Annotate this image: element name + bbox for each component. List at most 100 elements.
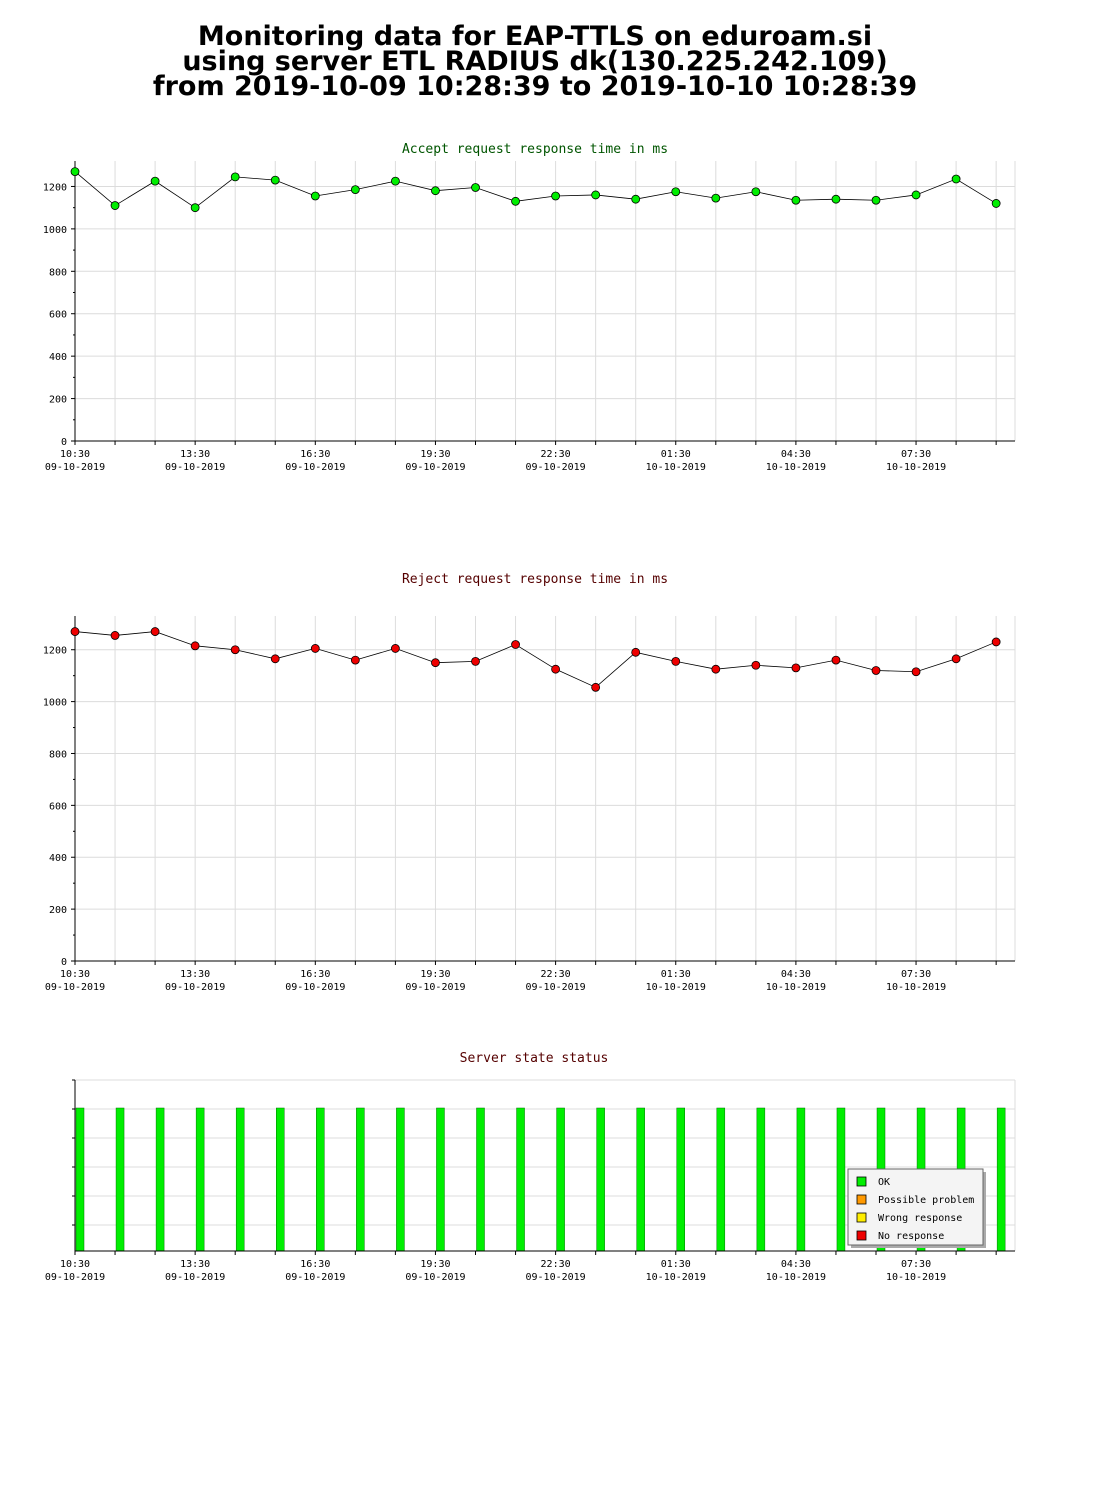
accept-data-point <box>310 191 320 201</box>
accept-x-tick-date: 09-10-2019 <box>405 462 465 473</box>
accept-data-point <box>631 194 641 204</box>
reject-data-point <box>831 655 841 665</box>
reject-x-tick-date: 09-10-2019 <box>165 982 225 993</box>
status-bar <box>716 1107 726 1252</box>
reject-chart-title: Reject request response time in ms <box>402 572 668 587</box>
accept-data-point <box>871 195 881 205</box>
reject-y-tick-label: 1000 <box>43 698 67 709</box>
reject-x-tick-label: 19:30 <box>420 969 450 980</box>
status-bar <box>396 1107 405 1252</box>
accept-y-tick-label: 200 <box>49 395 67 406</box>
title-line-1: Monitoring data for EAP-TTLS on eduroam.… <box>197 21 873 52</box>
reject-data-point <box>991 637 1001 647</box>
accept-data-point <box>190 203 200 213</box>
reject-data-point <box>551 664 560 674</box>
reject-x-tick-date: 10-10-2019 <box>766 982 826 993</box>
reject-data-point <box>431 658 440 668</box>
status-bar <box>235 1107 245 1252</box>
status-bar <box>476 1107 485 1252</box>
reject-data-point <box>791 663 801 673</box>
accept-data-point <box>951 174 961 184</box>
accept-data-point <box>671 187 681 197</box>
reject-data-point <box>230 645 240 655</box>
status-x-tick-date: 09-10-2019 <box>405 1272 465 1283</box>
status-x-tick-label: 10:30 <box>60 1259 90 1270</box>
reject-data-point <box>190 641 200 651</box>
title-line-3: from 2019-10-09 10:28:39 to 2019-10-10 1… <box>152 71 918 102</box>
status-x-tick-date: 10-10-2019 <box>646 1272 706 1283</box>
reject-data-point <box>70 627 80 636</box>
accept-data-point <box>591 190 601 200</box>
reject-data-point <box>310 644 320 653</box>
page-title: Monitoring data for EAP-TTLS on eduroam.… <box>0 21 1070 102</box>
reject-data-point <box>270 654 280 664</box>
status-x-tick-label: 07:30 <box>901 1259 931 1270</box>
accept-x-tick-label: 04:30 <box>781 449 811 460</box>
status-x-tick-label: 19:30 <box>420 1259 450 1270</box>
legend-swatch <box>856 1176 867 1187</box>
accept-data-point <box>831 194 841 204</box>
accept-data-point <box>471 183 480 192</box>
accept-y-tick-label: 1200 <box>43 182 67 193</box>
accept-x-tick-date: 09-10-2019 <box>525 462 585 473</box>
accept-y-tick-label: 400 <box>49 352 67 363</box>
reject-response-chart: Reject request response time in ms 0 200 40… <box>43 572 1016 993</box>
status-x-tick-date: 09-10-2019 <box>285 1272 345 1283</box>
status-x-tick-date: 10-10-2019 <box>766 1272 826 1283</box>
reject-data-point <box>911 667 921 677</box>
reject-series-line <box>74 631 997 688</box>
reject-data-point <box>110 631 120 640</box>
reject-data-point <box>591 682 601 692</box>
reject-x-tick-date: 10-10-2019 <box>646 982 706 993</box>
reject-y-tick-label: 0 <box>61 957 67 968</box>
accept-x-tick-date: 10-10-2019 <box>886 462 946 473</box>
reject-data-point <box>471 656 480 666</box>
accept-data-point <box>551 191 560 201</box>
reject-x-tick-label: 01:30 <box>661 969 691 980</box>
reject-x-tick-label: 07:30 <box>901 969 931 980</box>
reject-data-point <box>671 656 681 666</box>
accept-data-point <box>110 201 120 210</box>
reject-x-tick-date: 09-10-2019 <box>285 982 345 993</box>
accept-data-point <box>751 187 761 197</box>
status-x-tick-date: 09-10-2019 <box>45 1272 105 1283</box>
accept-y-tick-label: 1000 <box>43 225 67 236</box>
status-x-tick-date: 09-10-2019 <box>525 1272 585 1283</box>
accept-y-tick-label: 800 <box>49 267 67 278</box>
legend-label: OK <box>878 1177 890 1188</box>
accept-x-tick-date: 10-10-2019 <box>766 462 826 473</box>
accept-data-point <box>431 186 440 196</box>
reject-x-tick-date: 09-10-2019 <box>45 982 105 993</box>
status-bar <box>676 1107 685 1252</box>
status-x-tick-label: 01:30 <box>661 1259 691 1270</box>
legend-swatch <box>856 1212 867 1223</box>
reject-data-point <box>631 647 641 657</box>
reject-data-point <box>951 654 961 664</box>
reject-x-tick-date: 09-10-2019 <box>525 982 585 993</box>
accept-y-tick-label: 600 <box>49 310 67 321</box>
status-bar <box>636 1107 645 1252</box>
status-bar <box>316 1107 325 1252</box>
accept-x-tick-date: 09-10-2019 <box>165 462 225 473</box>
status-bar <box>756 1107 766 1252</box>
legend-label: Possible problem <box>878 1195 974 1206</box>
accept-x-tick-label: 07:30 <box>901 449 931 460</box>
accept-series-line <box>74 171 997 209</box>
accept-data-point <box>911 190 921 200</box>
status-chart-title: Server state status <box>460 1051 609 1066</box>
status-x-tick-label: 13:30 <box>180 1259 210 1270</box>
accept-data-point <box>150 176 160 186</box>
status-x-tick-date: 09-10-2019 <box>165 1272 225 1283</box>
status-x-tick-label: 16:30 <box>300 1259 330 1270</box>
reject-data-point <box>390 644 400 653</box>
status-bar <box>556 1107 565 1252</box>
legend-box <box>847 1168 984 1246</box>
reject-y-tick-label: 800 <box>49 749 67 760</box>
status-bar <box>796 1107 806 1252</box>
reject-data-point <box>350 655 360 665</box>
accept-x-tick-date: 10-10-2019 <box>646 462 706 473</box>
status-bar <box>115 1107 125 1252</box>
legend-swatch <box>856 1194 867 1205</box>
accept-x-tick-date: 09-10-2019 <box>45 462 105 473</box>
reject-x-tick-date: 10-10-2019 <box>886 982 946 993</box>
